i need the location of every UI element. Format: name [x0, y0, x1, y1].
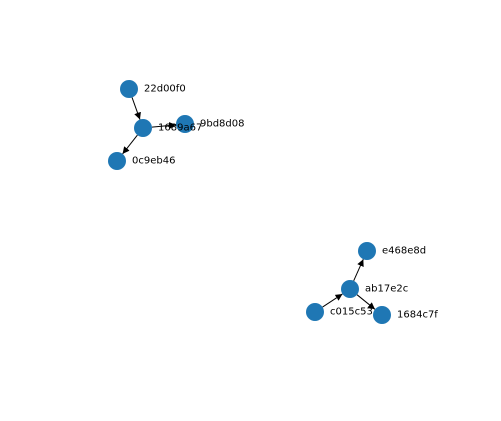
edge-22d00f0-to-1689a67	[131, 97, 141, 120]
node-label-c015c53: c015c53	[330, 307, 373, 318]
node-label-9bd8d08: 9bd8d08	[200, 119, 245, 130]
edges	[122, 97, 376, 310]
edge-c015c53-to-ab17e2c	[322, 293, 343, 308]
edge-1689a67-to-9bd8d08	[151, 122, 177, 129]
node-label-1689a67: 1689a67	[158, 123, 202, 134]
edge-1689a67-to-0c9eb46	[122, 134, 138, 155]
node-c015c53[interactable]	[306, 303, 324, 321]
node-label-ab17e2c: ab17e2c	[365, 284, 408, 295]
node-label-22d00f0: 22d00f0	[144, 84, 186, 95]
node-9bd8d08[interactable]	[176, 115, 194, 133]
edge-ab17e2c-to-e468e8d	[353, 259, 364, 281]
node-1689a67[interactable]	[134, 119, 152, 137]
nodes	[108, 80, 391, 324]
node-e468e8d[interactable]	[358, 242, 376, 260]
node-0c9eb46[interactable]	[108, 152, 126, 170]
node-1684c7f[interactable]	[373, 306, 391, 324]
node-label-e468e8d: e468e8d	[382, 246, 426, 257]
node-label-1684c7f: 1684c7f	[397, 310, 438, 321]
node-22d00f0[interactable]	[120, 80, 138, 98]
node-ab17e2c[interactable]	[341, 280, 359, 298]
node-label-0c9eb46: 0c9eb46	[132, 156, 175, 167]
edge-ab17e2c-to-1684c7f	[356, 294, 376, 310]
